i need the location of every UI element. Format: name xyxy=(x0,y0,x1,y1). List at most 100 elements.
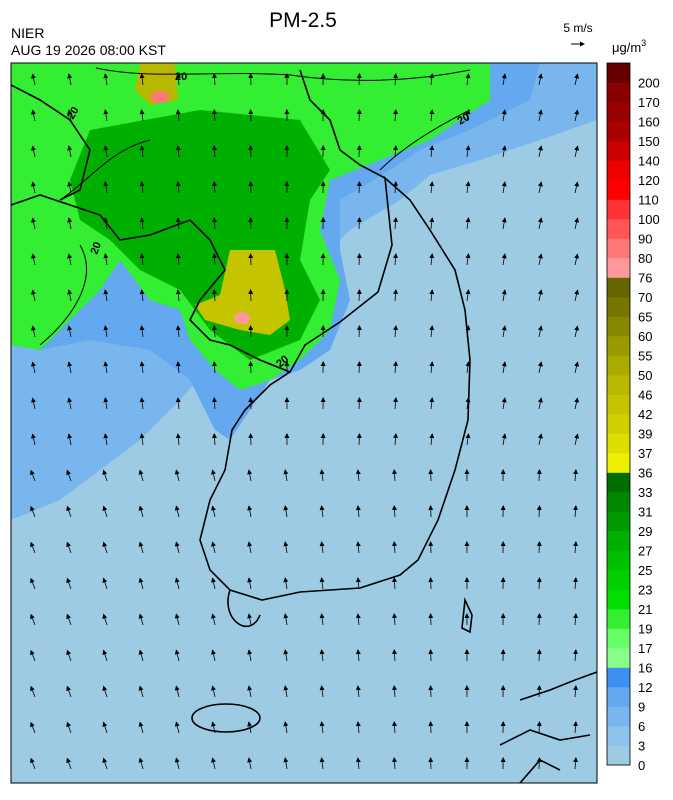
colorbar-label: 46 xyxy=(638,388,652,403)
colorbar-bin xyxy=(607,531,630,551)
colorbar-label: 17 xyxy=(638,641,652,656)
colorbar-label: 70 xyxy=(638,290,652,305)
colorbar-label: 6 xyxy=(638,719,645,734)
contour-label: 20 xyxy=(175,71,187,83)
colorbar-label: 16 xyxy=(638,661,652,676)
colorbar-bin xyxy=(607,590,630,610)
wind-arrow xyxy=(539,722,540,733)
colorbar-label: 100 xyxy=(638,212,660,227)
colorbar-label: 65 xyxy=(638,310,652,325)
wind-arrow xyxy=(359,182,360,193)
wind-arrow xyxy=(359,110,360,121)
colorbar-label: 36 xyxy=(638,466,652,481)
colorbar-bin xyxy=(607,570,630,590)
colorbar-label: 27 xyxy=(638,544,652,559)
colorbar-bin xyxy=(607,687,630,707)
colorbar-label: 80 xyxy=(638,251,652,266)
wind-arrow xyxy=(359,434,360,445)
wind-arrow xyxy=(539,614,540,625)
colorbar-label: 23 xyxy=(638,583,652,598)
wind-arrow xyxy=(539,686,540,697)
colorbar-bin xyxy=(607,746,630,766)
colorbar-label: 76 xyxy=(638,271,652,286)
colorbar-bin xyxy=(607,492,630,512)
colorbar-bin xyxy=(607,434,630,454)
colorbar-bin xyxy=(607,726,630,746)
colorbar-bin xyxy=(607,453,630,473)
colorbar-label: 160 xyxy=(638,115,660,130)
colorbar-bin xyxy=(607,63,630,83)
wind-arrow xyxy=(359,254,360,265)
colorbar-bin xyxy=(607,629,630,649)
region-red-seoul xyxy=(234,312,250,324)
unit-exponent: 3 xyxy=(641,38,646,48)
colorbar-label: 42 xyxy=(638,407,652,422)
colorbar-bin xyxy=(607,317,630,337)
colorbar-label: 29 xyxy=(638,524,652,539)
colorbar-unit: μg/m3 xyxy=(612,38,646,55)
wind-arrow xyxy=(539,542,540,553)
colorbar-bin xyxy=(607,219,630,239)
colorbar-bin xyxy=(607,414,630,434)
colorbar-label: 19 xyxy=(638,622,652,637)
colorbar-bin xyxy=(607,336,630,356)
colorbar-bin xyxy=(607,512,630,532)
colorbar-bin xyxy=(607,258,630,278)
colorbar-bin xyxy=(607,278,630,298)
colorbar-bin xyxy=(607,161,630,181)
colorbar-label: 31 xyxy=(638,505,652,520)
colorbar-bin xyxy=(607,395,630,415)
colorbar-label: 110 xyxy=(638,193,659,208)
colorbar-bin xyxy=(607,609,630,629)
wind-arrow xyxy=(359,362,360,373)
colorbar-bin xyxy=(607,180,630,200)
unit-text: μg/m xyxy=(612,40,641,55)
colorbar-label: 3 xyxy=(638,739,645,754)
colorbar-bin xyxy=(607,473,630,493)
region-red xyxy=(151,91,169,103)
wind-arrow xyxy=(359,146,360,157)
colorbar-label: 0 xyxy=(638,758,645,773)
colorbar-bin xyxy=(607,707,630,727)
colorbar-bin xyxy=(607,239,630,259)
title: PM-2.5 xyxy=(269,9,337,32)
colorbar-label: 39 xyxy=(638,427,652,442)
colorbar-label: 33 xyxy=(638,485,652,500)
wind-arrow xyxy=(359,326,360,337)
colorbar-label: 90 xyxy=(638,232,652,247)
colorbar-label: 37 xyxy=(638,446,652,461)
colorbar-bin xyxy=(607,102,630,122)
colorbar-label: 170 xyxy=(638,95,660,110)
colorbar-label: 60 xyxy=(638,329,652,344)
colorbar-bin xyxy=(607,551,630,571)
colorbar-label: 200 xyxy=(638,76,660,91)
wind-arrow xyxy=(539,758,540,769)
colorbar-label: 55 xyxy=(638,349,652,364)
wind-arrow xyxy=(539,506,540,517)
colorbar-label: 25 xyxy=(638,563,652,578)
agency: NIER xyxy=(11,25,44,41)
wind-arrow xyxy=(359,74,360,85)
wind-arrow xyxy=(539,650,540,661)
wind-arrow xyxy=(359,398,360,409)
colorbar-label: 140 xyxy=(638,154,660,169)
wind-scale-label: 5 m/s xyxy=(563,21,592,35)
wind-arrow xyxy=(359,290,360,301)
colorbar-bin xyxy=(607,375,630,395)
colorbar-bin xyxy=(607,141,630,161)
colorbar-bin xyxy=(607,83,630,103)
colorbar-label: 9 xyxy=(638,700,645,715)
wind-arrow xyxy=(539,578,540,589)
colorbar-label: 120 xyxy=(638,173,660,188)
colorbar-bin xyxy=(607,356,630,376)
colorbar-label: 12 xyxy=(638,680,652,695)
colorbar-label: 50 xyxy=(638,368,652,383)
colorbar-bin xyxy=(607,648,630,668)
wind-arrow xyxy=(539,470,540,481)
colorbar-label: 21 xyxy=(638,602,652,617)
colorbar-bin xyxy=(607,122,630,142)
wind-arrow xyxy=(359,218,360,229)
